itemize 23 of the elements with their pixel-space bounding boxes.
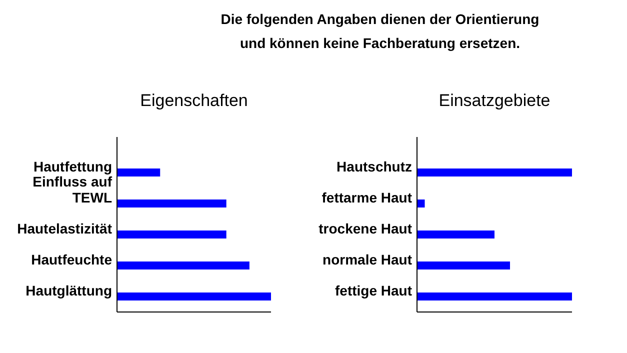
chart-title: Einsatzgebiete [438,91,550,110]
bar [117,230,226,238]
y-tick-label: normale Haut [322,252,412,268]
y-tick-label: Hautfeuchte [31,252,112,268]
y-tick-label: Hautfettung [33,158,112,174]
bar [417,292,572,300]
y-tick-label: fettarme Haut [322,190,412,206]
bar [417,168,572,176]
y-tick-label: fettige Haut [335,282,412,298]
bar [117,262,250,270]
bar [117,292,271,300]
bar [417,200,425,208]
y-tick-label: Hautschutz [336,158,412,174]
chart-title: Eigenschaften [140,91,248,110]
text: Die folgenden Angaben dienen der Orientierung und können keine Fachberatung ersetzen. [220,11,540,51]
bar [117,200,226,208]
bar [117,168,160,176]
bar [417,262,510,270]
y-tick-label: Hautglättung [26,282,112,298]
y-tick-label: Einfluss auf TEWL [32,174,112,206]
y-tick-label: trockene Haut [318,220,412,236]
y-tick-label: Hautelastizität [17,220,112,236]
bar [417,230,494,238]
